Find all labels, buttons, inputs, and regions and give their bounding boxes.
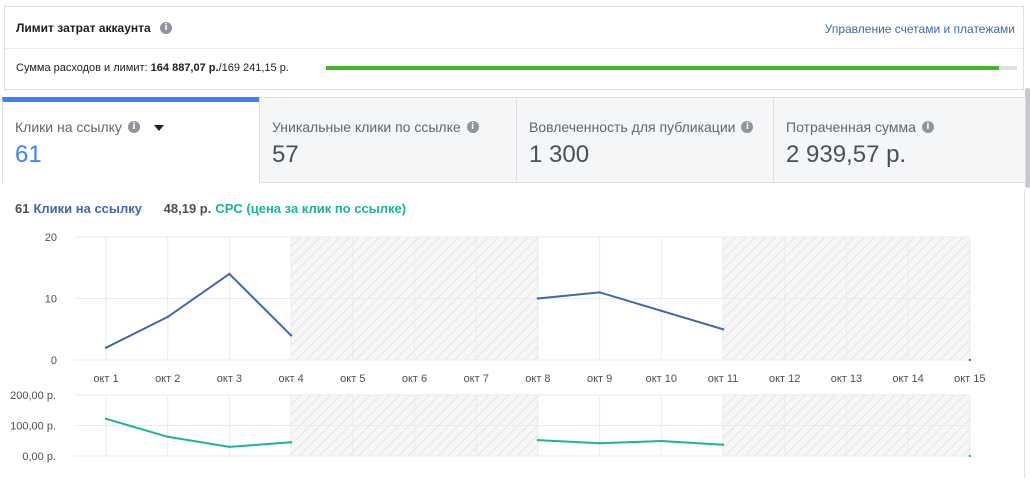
account-spending-limit-panel: Лимит затрат аккаунта i Управление счета… [4, 6, 1024, 90]
x-tick-label: окт 7 [464, 373, 489, 385]
spend-limit: /169 241,15 р. [218, 62, 289, 74]
data-point [536, 297, 540, 300]
tab-value-unique-link-clicks: 57 [272, 141, 299, 168]
data-point [228, 445, 231, 449]
data-point [289, 441, 293, 444]
spend-progress-bar [326, 66, 1017, 70]
tab-label-text: Уникальные клики по ссылке [272, 119, 461, 135]
info-icon[interactable]: i [921, 121, 934, 134]
x-tick-label: окт 5 [340, 373, 365, 385]
panel-border [1024, 190, 1025, 478]
y-tick-label: 10 [45, 294, 57, 306]
data-point [166, 315, 169, 319]
chart-legend: 61 Клики на ссылку 48,19 р. CPC (цена за к… [15, 201, 406, 216]
spend-progress-fill [326, 66, 1000, 70]
info-icon[interactable]: i [741, 121, 754, 134]
metric-tabs: Клики на ссылку i 61 Уникальные клики по … [2, 97, 1026, 183]
clicks-series-line [105, 272, 292, 349]
data-point [721, 328, 725, 331]
tab-unique-link-clicks[interactable]: Уникальные клики по ссылке i 57 [259, 97, 517, 183]
account-limit-title: Лимит затрат аккаунта [16, 21, 151, 35]
x-tick-label: окт 13 [831, 373, 862, 385]
manage-billing-link[interactable]: Управление счетами и платежами [824, 22, 1015, 36]
tab-value-post-engagement: 1 300 [529, 141, 590, 168]
spend-summary: Сумма расходов и лимит: 164 887,07 р./16… [16, 62, 289, 74]
data-point [968, 454, 971, 458]
tab-label-text: Потраченная сумма [786, 119, 916, 135]
y-tick-label: 0,00 р. [22, 451, 56, 463]
x-tick-label: окт 8 [525, 373, 550, 385]
tab-label-text: Клики на ссылку [15, 119, 122, 135]
info-icon[interactable]: i [127, 121, 140, 134]
x-tick-label: окт 4 [278, 373, 303, 385]
info-icon[interactable]: i [466, 121, 479, 134]
tab-label-text: Вовлеченность для публикации [529, 119, 736, 135]
legend-cpc-value: 48,19 р. [163, 201, 212, 216]
scrollbar[interactable] [1025, 88, 1030, 188]
data-point [104, 346, 108, 349]
tab-value-link-clicks: 61 [15, 141, 42, 168]
clicks-series-line [537, 291, 724, 331]
x-tick-label: окт 3 [217, 373, 242, 385]
chevron-down-icon[interactable] [153, 125, 164, 132]
y-tick-label: 0 [51, 355, 57, 367]
x-tick-label: окт 15 [954, 373, 985, 385]
data-point [228, 272, 231, 276]
legend-clicks-value: 61 [15, 201, 30, 216]
spend-prefix: Сумма расходов и лимит: [16, 62, 148, 74]
data-point [721, 443, 725, 446]
data-point [660, 439, 663, 443]
x-tick-label: окт 9 [587, 373, 612, 385]
x-tick-label: окт 12 [769, 373, 800, 385]
tab-label-link-clicks: Клики на ссылку i [15, 119, 164, 135]
x-tick-label: окт 14 [892, 373, 923, 385]
data-point [289, 334, 293, 337]
tab-label-post-engagement: Вовлеченность для публикации i [529, 119, 754, 135]
tab-value-amount-spent: 2 939,57 р. [786, 141, 907, 168]
data-point [598, 441, 601, 445]
legend-cpc-label: CPC (цена за клик по ссылке) [215, 201, 407, 216]
legend-clicks-label: Клики на ссылку [33, 201, 143, 216]
y-tick-label: 100,00 р. [10, 421, 56, 433]
tab-amount-spent[interactable]: Потраченная сумма i 2 939,57 р. [773, 97, 1026, 183]
tab-link-clicks[interactable]: Клики на ссылку i 61 [2, 97, 260, 183]
cpc-series-line [105, 417, 292, 448]
cpc-series-line [537, 439, 724, 446]
data-point [968, 358, 971, 362]
x-tick-label: окт 11 [708, 373, 739, 385]
y-tick-label: 200,00 р. [10, 390, 56, 402]
x-tick-label: окт 10 [646, 373, 677, 385]
info-icon[interactable]: i [160, 22, 172, 34]
y-tick-label: 20 [45, 232, 57, 244]
data-point [536, 438, 540, 442]
data-point [598, 291, 601, 294]
data-point [166, 435, 169, 438]
data-point [660, 309, 663, 312]
x-tick-label: окт 2 [155, 373, 180, 385]
x-tick-label: окт 1 [93, 373, 118, 385]
data-point [104, 417, 108, 420]
tab-post-engagement[interactable]: Вовлеченность для публикации i 1 300 [516, 97, 774, 183]
tab-label-unique-link-clicks: Уникальные клики по ссылке i [272, 119, 479, 135]
tab-label-amount-spent: Потраченная сумма i [786, 119, 934, 135]
account-limit-header: Лимит затрат аккаунта i Управление счета… [5, 7, 1023, 49]
x-tick-label: окт 6 [402, 373, 427, 385]
spend-value: 164 887,07 р. [150, 62, 219, 74]
